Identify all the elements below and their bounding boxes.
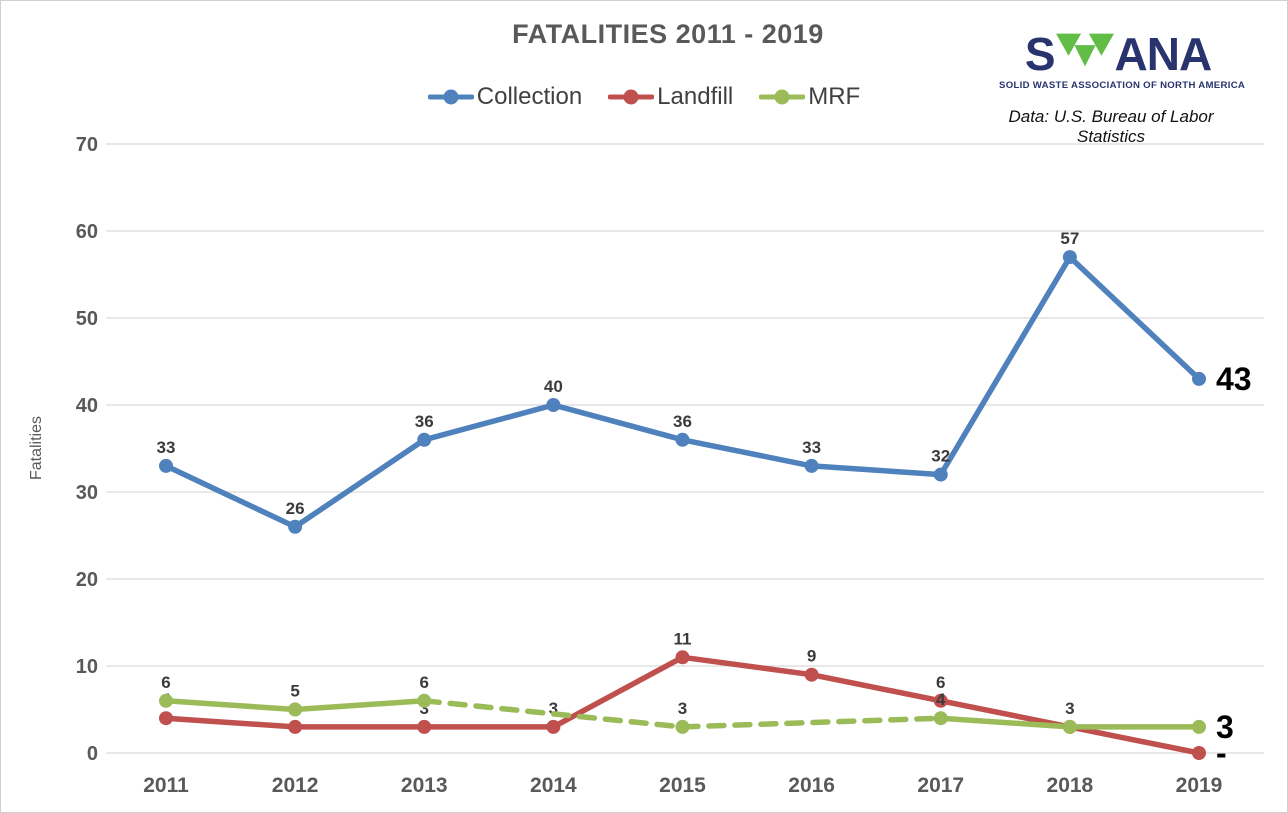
y-tick-label-40: 40 <box>76 395 98 417</box>
data-label-collection-2015: 36 <box>673 412 692 431</box>
legend-item-landfill: Landfill <box>608 83 733 111</box>
x-tick-label-2011: 2011 <box>143 774 189 797</box>
marker-collection-2013 <box>417 432 432 447</box>
data-label-collection-2012: 26 <box>286 499 305 518</box>
data-label-mrf-2018: 3 <box>1065 699 1074 718</box>
y-tick-label-20: 20 <box>76 569 98 591</box>
marker-mrf-2013 <box>417 693 432 708</box>
data-label-mrf-2015: 3 <box>678 699 687 718</box>
marker-collection-2011 <box>159 458 173 473</box>
marker-mrf-2018 <box>1062 719 1077 734</box>
y-tick-label-30: 30 <box>76 482 98 504</box>
chart-legend: Collection Landfill MRF <box>1 83 1287 111</box>
data-label-mrf-2013: 6 <box>420 673 429 692</box>
data-label-mrf-2017: 4 <box>936 690 946 709</box>
y-tick-label-50: 50 <box>76 308 98 330</box>
data-label-landfill-2013: 3 <box>420 699 429 718</box>
marker-mrf-2019 <box>1192 719 1206 734</box>
marker-landfill-2017 <box>933 693 948 708</box>
series-line-collection-seg0 <box>163 254 1202 530</box>
data-label-collection-2013: 36 <box>415 412 434 431</box>
x-tick-label-2013: 2013 <box>401 774 448 797</box>
y-tick-label-70: 70 <box>76 134 98 156</box>
swana-letter-s: S <box>1024 28 1056 80</box>
x-tick-label-2019: 2019 <box>1176 774 1223 797</box>
chart-title: FATALITIES 2011 - 2019 <box>512 19 824 49</box>
marker-collection-2012 <box>288 519 303 534</box>
legend-swatch-landfill-icon <box>608 89 655 105</box>
data-label-landfill-2014: 3 <box>549 699 558 718</box>
x-tick-label-2018: 2018 <box>1047 774 1094 797</box>
marker-mrf-2015 <box>675 719 690 734</box>
marker-collection-2017 <box>933 467 948 482</box>
data-label-collection-2014: 40 <box>544 377 563 396</box>
x-tick-label-2012: 2012 <box>272 774 319 797</box>
swana-wordmark: S ANA <box>999 31 1237 77</box>
marker-collection-2018 <box>1062 250 1077 265</box>
swana-letters-ana: ANA <box>1114 28 1213 80</box>
legend-swatch-mrf-icon <box>759 89 806 105</box>
x-tick-label-2014: 2014 <box>530 774 577 797</box>
data-label-landfill-2017: 6 <box>936 673 945 692</box>
marker-landfill-2015 <box>675 650 690 665</box>
legend-item-collection: Collection <box>427 83 583 111</box>
y-tick-label-0: 0 <box>87 743 98 765</box>
marker-landfill-2014 <box>546 719 561 734</box>
legend-item-mrf: MRF <box>759 83 860 111</box>
data-label-landfill-2016: 9 <box>807 647 816 666</box>
marker-landfill-2012 <box>288 719 303 734</box>
legend-swatch-collection-icon <box>427 89 474 105</box>
swana-logo: S ANA SOLID WASTE ASSOCIATION OF NORTH A… <box>999 31 1246 91</box>
marker-landfill-2013 <box>417 719 432 734</box>
data-label-mrf-2011: 6 <box>161 673 170 692</box>
marker-landfill-2011 <box>159 711 173 726</box>
data-source-credit: Data: U.S. Bureau of Labor Statistics <box>1008 107 1214 146</box>
marker-landfill-2019 <box>1192 746 1206 760</box>
data-label-mrf-2012: 5 <box>290 682 299 701</box>
marker-collection-2019 <box>1192 371 1206 386</box>
marker-landfill-2016 <box>804 667 819 682</box>
data-label-landfill-2019: - <box>1216 735 1227 771</box>
y-tick-label-60: 60 <box>76 221 98 243</box>
marker-mrf-2011 <box>159 693 173 708</box>
legend-label-collection: Collection <box>476 83 583 110</box>
marker-mrf-2017 <box>933 711 948 726</box>
marker-collection-2016 <box>804 458 819 473</box>
data-label-collection-2011: 33 <box>157 438 176 457</box>
swana-w-triangles-icon <box>1055 33 1114 67</box>
data-label-collection-2017: 32 <box>931 447 950 466</box>
x-tick-label-2017: 2017 <box>917 774 964 797</box>
x-tick-label-2016: 2016 <box>788 774 835 797</box>
y-axis-title: Fatalities <box>28 416 45 480</box>
x-tick-label-2015: 2015 <box>659 774 706 797</box>
marker-mrf-2012 <box>288 702 303 717</box>
data-label-collection-2019: 43 <box>1216 361 1252 397</box>
swana-tagline: SOLID WASTE ASSOCIATION OF NORTH AMERICA <box>999 80 1246 91</box>
data-label-landfill-2015: 11 <box>674 629 692 648</box>
marker-collection-2015 <box>675 432 690 447</box>
marker-collection-2014 <box>546 398 561 412</box>
data-label-mrf-2019: 3 <box>1216 709 1234 745</box>
data-label-collection-2018: 57 <box>1060 229 1079 248</box>
legend-label-landfill: Landfill <box>657 83 734 110</box>
legend-label-mrf: MRF <box>808 83 861 110</box>
data-label-collection-2016: 33 <box>802 438 821 457</box>
y-tick-label-10: 10 <box>76 656 98 678</box>
